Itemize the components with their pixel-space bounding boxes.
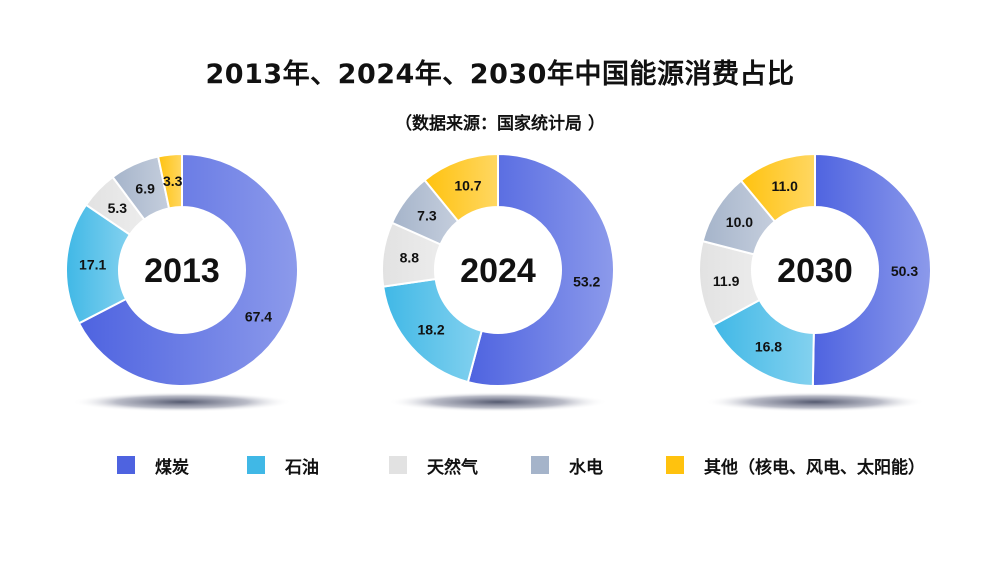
donut-chart-2024: 53.2 18.2 8.8 7.3 10.7 2024 [381,152,615,412]
data-label-other: 11.0 [771,178,798,194]
donut-shadow [71,392,293,412]
data-label-coal: 53.2 [573,274,600,290]
donut-slice-other [156,152,183,210]
legend-label-other: 其他（核电、风电、太阳能） [704,457,925,478]
data-label-oil: 18.2 [417,321,444,337]
donut-slice-other [739,152,816,223]
legend-label-coal: 煤炭 [155,457,189,478]
donut-charts: 67.4 17.1 5.3 6.9 3.3 2013 53.2 18.2 8.8 7.3 10.7 2… [65,152,932,412]
legend-swatch-other [666,456,684,474]
data-label-gas: 8.8 [400,250,420,266]
legend-swatch-coal [117,456,135,474]
legend-label-oil: 石油 [285,457,319,478]
legend-swatch-oil [247,456,265,474]
legend-item-hydro: 水电 [531,450,603,480]
legend-label-hydro: 水电 [569,457,603,478]
donut-chart-2013: 67.4 17.1 5.3 6.9 3.3 2013 [65,152,299,412]
donut-slice-coal [466,152,615,387]
donut-slice-coal [77,152,299,387]
donut-slice-other [423,152,499,223]
donut-slice-coal [811,152,932,387]
data-label-other: 10.7 [454,178,481,194]
legend-item-other: 其他（核电、风电、太阳能） [666,450,925,480]
data-label-oil: 17.1 [79,257,106,273]
legend-item-coal: 煤炭 [117,450,189,480]
data-label-hydro: 10.0 [726,214,753,230]
data-label-hydro: 7.3 [417,208,437,224]
center-year-label: 2030 [777,252,853,290]
donut-shadow [387,392,609,412]
data-label-oil: 16.8 [755,338,782,354]
donut-shadow [704,392,926,412]
chart-subtitle: （数据来源：国家统计局 ） [395,114,605,134]
data-label-coal: 50.3 [891,263,918,279]
legend-item-gas: 天然气 [389,450,478,480]
data-label-coal: 67.4 [245,309,272,325]
legend-swatch-gas [389,456,407,474]
data-label-hydro: 6.9 [135,180,155,196]
legend-swatch-hydro [531,456,549,474]
chart-title: 2013年、2024年、2030年中国能源消费占比 [205,59,795,90]
center-year-label: 2013 [144,252,220,290]
donut-chart-2030: 50.3 16.8 11.9 10.0 11.0 2030 [698,152,932,412]
data-label-gas: 11.9 [713,273,740,289]
legend-item-oil: 石油 [247,450,319,480]
center-year-label: 2024 [460,252,536,290]
legend-label-gas: 天然气 [427,457,478,478]
data-label-other: 3.3 [163,173,183,189]
legend: 煤炭 石油 天然气 水电 其他（核电、风电、太阳能） [0,450,1000,480]
data-label-gas: 5.3 [108,200,128,216]
